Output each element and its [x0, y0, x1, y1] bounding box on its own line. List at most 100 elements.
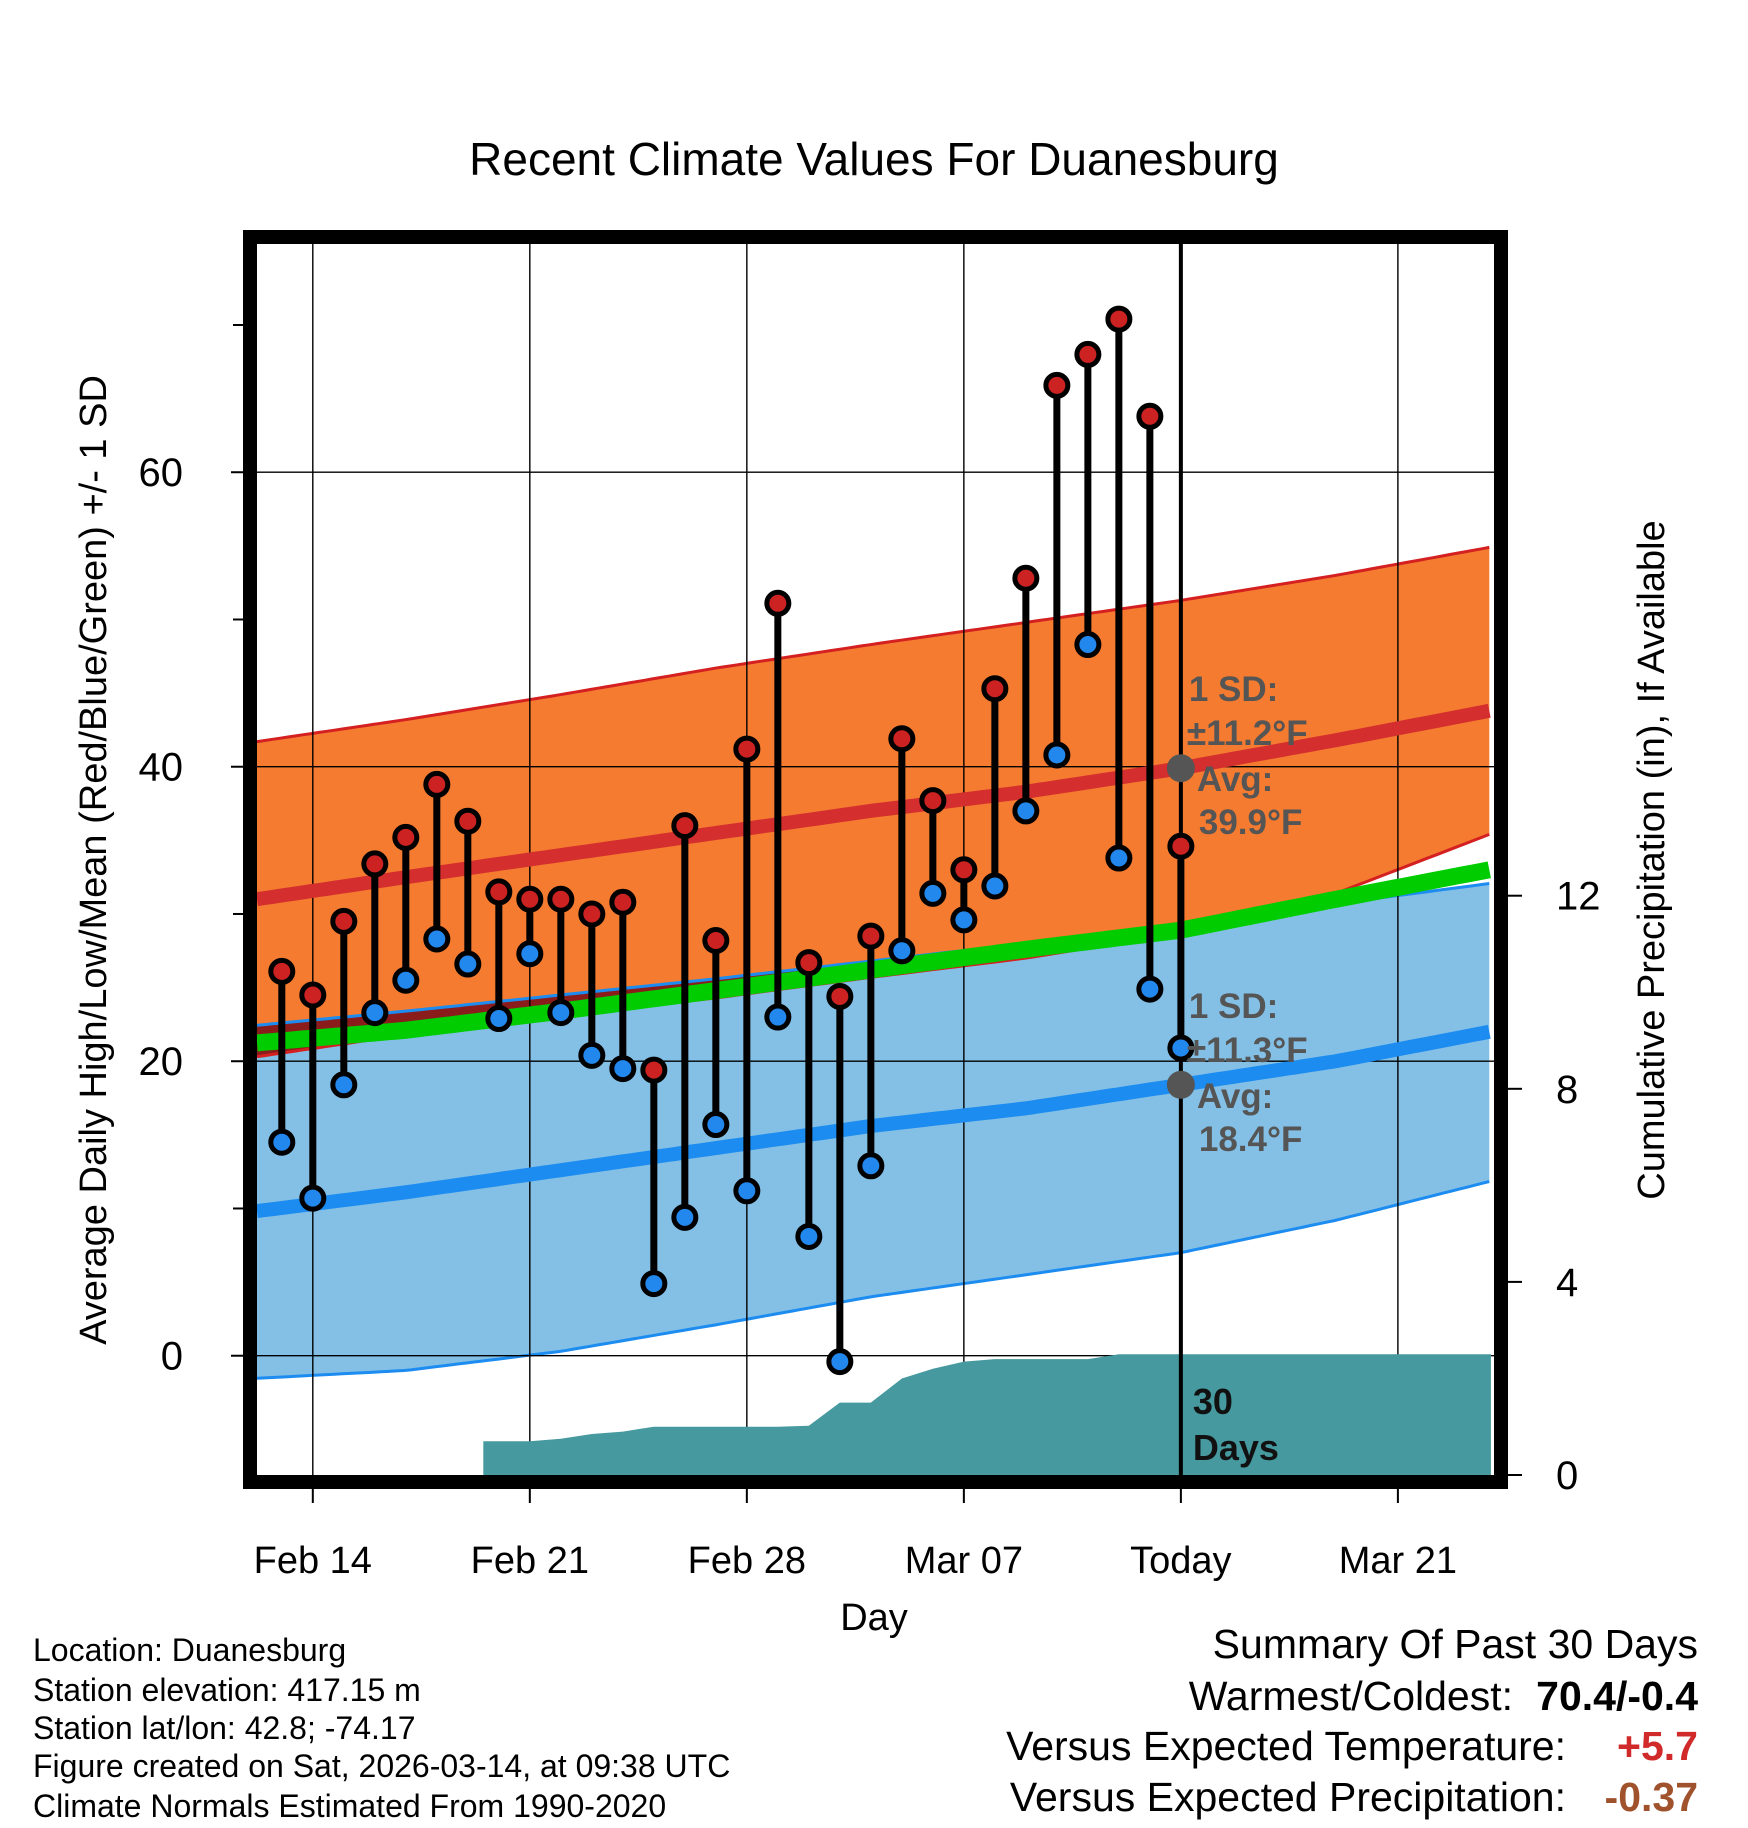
y2-tick-label: 8 [1556, 1068, 1578, 1112]
summary-warmest-label: Warmest/Coldest: [1188, 1673, 1513, 1719]
high-point [516, 885, 544, 913]
high-point [1074, 340, 1102, 368]
high-point [950, 856, 978, 884]
low-avg-marker [1166, 1070, 1195, 1099]
high-point [1012, 564, 1040, 592]
low-point [671, 1203, 699, 1231]
high-point [361, 850, 389, 878]
x-tick-label: Mar 21 [1339, 1540, 1457, 1582]
summary-title: Summary Of Past 30 Days [1212, 1621, 1698, 1667]
high-point [1167, 832, 1195, 860]
precip-area [483, 1354, 1491, 1475]
low-point [950, 906, 978, 934]
plot-frame [243, 230, 1508, 1489]
low-point [547, 999, 575, 1027]
summary-warmest-value-text: 70.4/-0.4 [1536, 1673, 1698, 1719]
high-point [919, 787, 947, 815]
high-point [733, 735, 761, 763]
high-avg-label: Avg: [1197, 760, 1273, 799]
high-point [1136, 402, 1164, 430]
high-point [795, 949, 823, 977]
high-point [702, 926, 730, 954]
summary-precip-value: -0.37 [1605, 1774, 1698, 1821]
y2-tick-label: 12 [1556, 875, 1601, 919]
low-point [361, 999, 389, 1027]
low-point [981, 872, 1009, 900]
high-point [423, 770, 451, 798]
low-point [330, 1071, 358, 1099]
high-sd-value: ±11.2°F [1187, 714, 1308, 753]
footer-created: Figure created on Sat, 2026-03-14, at 09… [33, 1748, 731, 1784]
high-point [547, 885, 575, 913]
summary-precip-value-text: -0.37 [1604, 1774, 1698, 1820]
x-tick-label: Feb 21 [471, 1540, 589, 1582]
normal-high-line [257, 703, 1491, 907]
y-tick-label: 40 [139, 746, 184, 790]
high-point [981, 675, 1009, 703]
low-point [1105, 844, 1133, 872]
low-point [423, 925, 451, 953]
low-sd-value: ±11.3°F [1187, 1031, 1308, 1070]
x-tick-label: Feb 14 [254, 1540, 372, 1582]
low-sd-label: 1 SD: [1189, 987, 1278, 1026]
summary-warmest-value: 70.4/-0.4 [1536, 1673, 1698, 1720]
y-tick-label: 60 [139, 451, 184, 495]
y2-tick-label: 0 [1556, 1454, 1578, 1498]
high-avg-marker [1166, 754, 1195, 783]
high-point [764, 589, 792, 617]
low-point [640, 1270, 668, 1298]
x-axis-label: Day [840, 1597, 908, 1639]
low-point [1074, 631, 1102, 659]
x-tick-label: Today [1130, 1540, 1231, 1582]
low-point [826, 1348, 854, 1376]
y-axis-label: Average Daily High/Low/Mean (Red/Blue/Gr… [73, 375, 115, 1345]
low-point [1136, 975, 1164, 1003]
high-point [330, 907, 358, 935]
summary-temp-label: Versus Expected Temperature: [1006, 1723, 1566, 1769]
x-tick-label: Feb 28 [688, 1540, 806, 1582]
low-point [702, 1111, 730, 1139]
low-point [795, 1222, 823, 1250]
days-label-text: Days [1193, 1427, 1279, 1468]
low-point [516, 940, 544, 968]
y2-tick-label: 4 [1556, 1261, 1578, 1305]
low-point [609, 1055, 637, 1083]
high-point [826, 982, 854, 1010]
high-point [857, 922, 885, 950]
y-tick-label: 0 [161, 1335, 183, 1379]
footer-location: Location: Duanesburg [33, 1632, 347, 1668]
y-tick-label: 20 [139, 1040, 184, 1084]
summary-temp-value-text: +5.7 [1617, 1723, 1698, 1769]
low-point [857, 1152, 885, 1180]
high-avg-value: 39.9°F [1199, 803, 1303, 842]
summary-temp-value: +5.7 [1617, 1723, 1698, 1770]
high-point [299, 981, 327, 1009]
low-point [1043, 741, 1071, 769]
high-point [485, 878, 513, 906]
low-point [764, 1003, 792, 1031]
high-point [888, 725, 916, 753]
low-avg-label: Avg: [1197, 1077, 1273, 1116]
high-point [609, 888, 637, 916]
chart-title: Recent Climate Values For Duanesburg [469, 133, 1279, 185]
high-sd-upper-edge [257, 545, 1490, 744]
high-point [578, 900, 606, 928]
high-point [640, 1056, 668, 1084]
high-point [1105, 305, 1133, 333]
low-point [299, 1184, 327, 1212]
high-point [268, 957, 296, 985]
high-point [671, 812, 699, 840]
low-avg-value: 18.4°F [1199, 1120, 1303, 1159]
high-sd-label: 1 SD: [1189, 670, 1278, 709]
low-point [578, 1041, 606, 1069]
x-tick-label: Mar 07 [905, 1540, 1023, 1582]
low-point [268, 1128, 296, 1156]
low-point [392, 966, 420, 994]
low-point [1012, 797, 1040, 825]
summary-precip-label: Versus Expected Precipitation: [1009, 1774, 1566, 1820]
high-point [454, 807, 482, 835]
low-point [888, 937, 916, 965]
high-point [1043, 371, 1071, 399]
footer-latlon: Station lat/lon: 42.8; -74.17 [33, 1710, 416, 1746]
